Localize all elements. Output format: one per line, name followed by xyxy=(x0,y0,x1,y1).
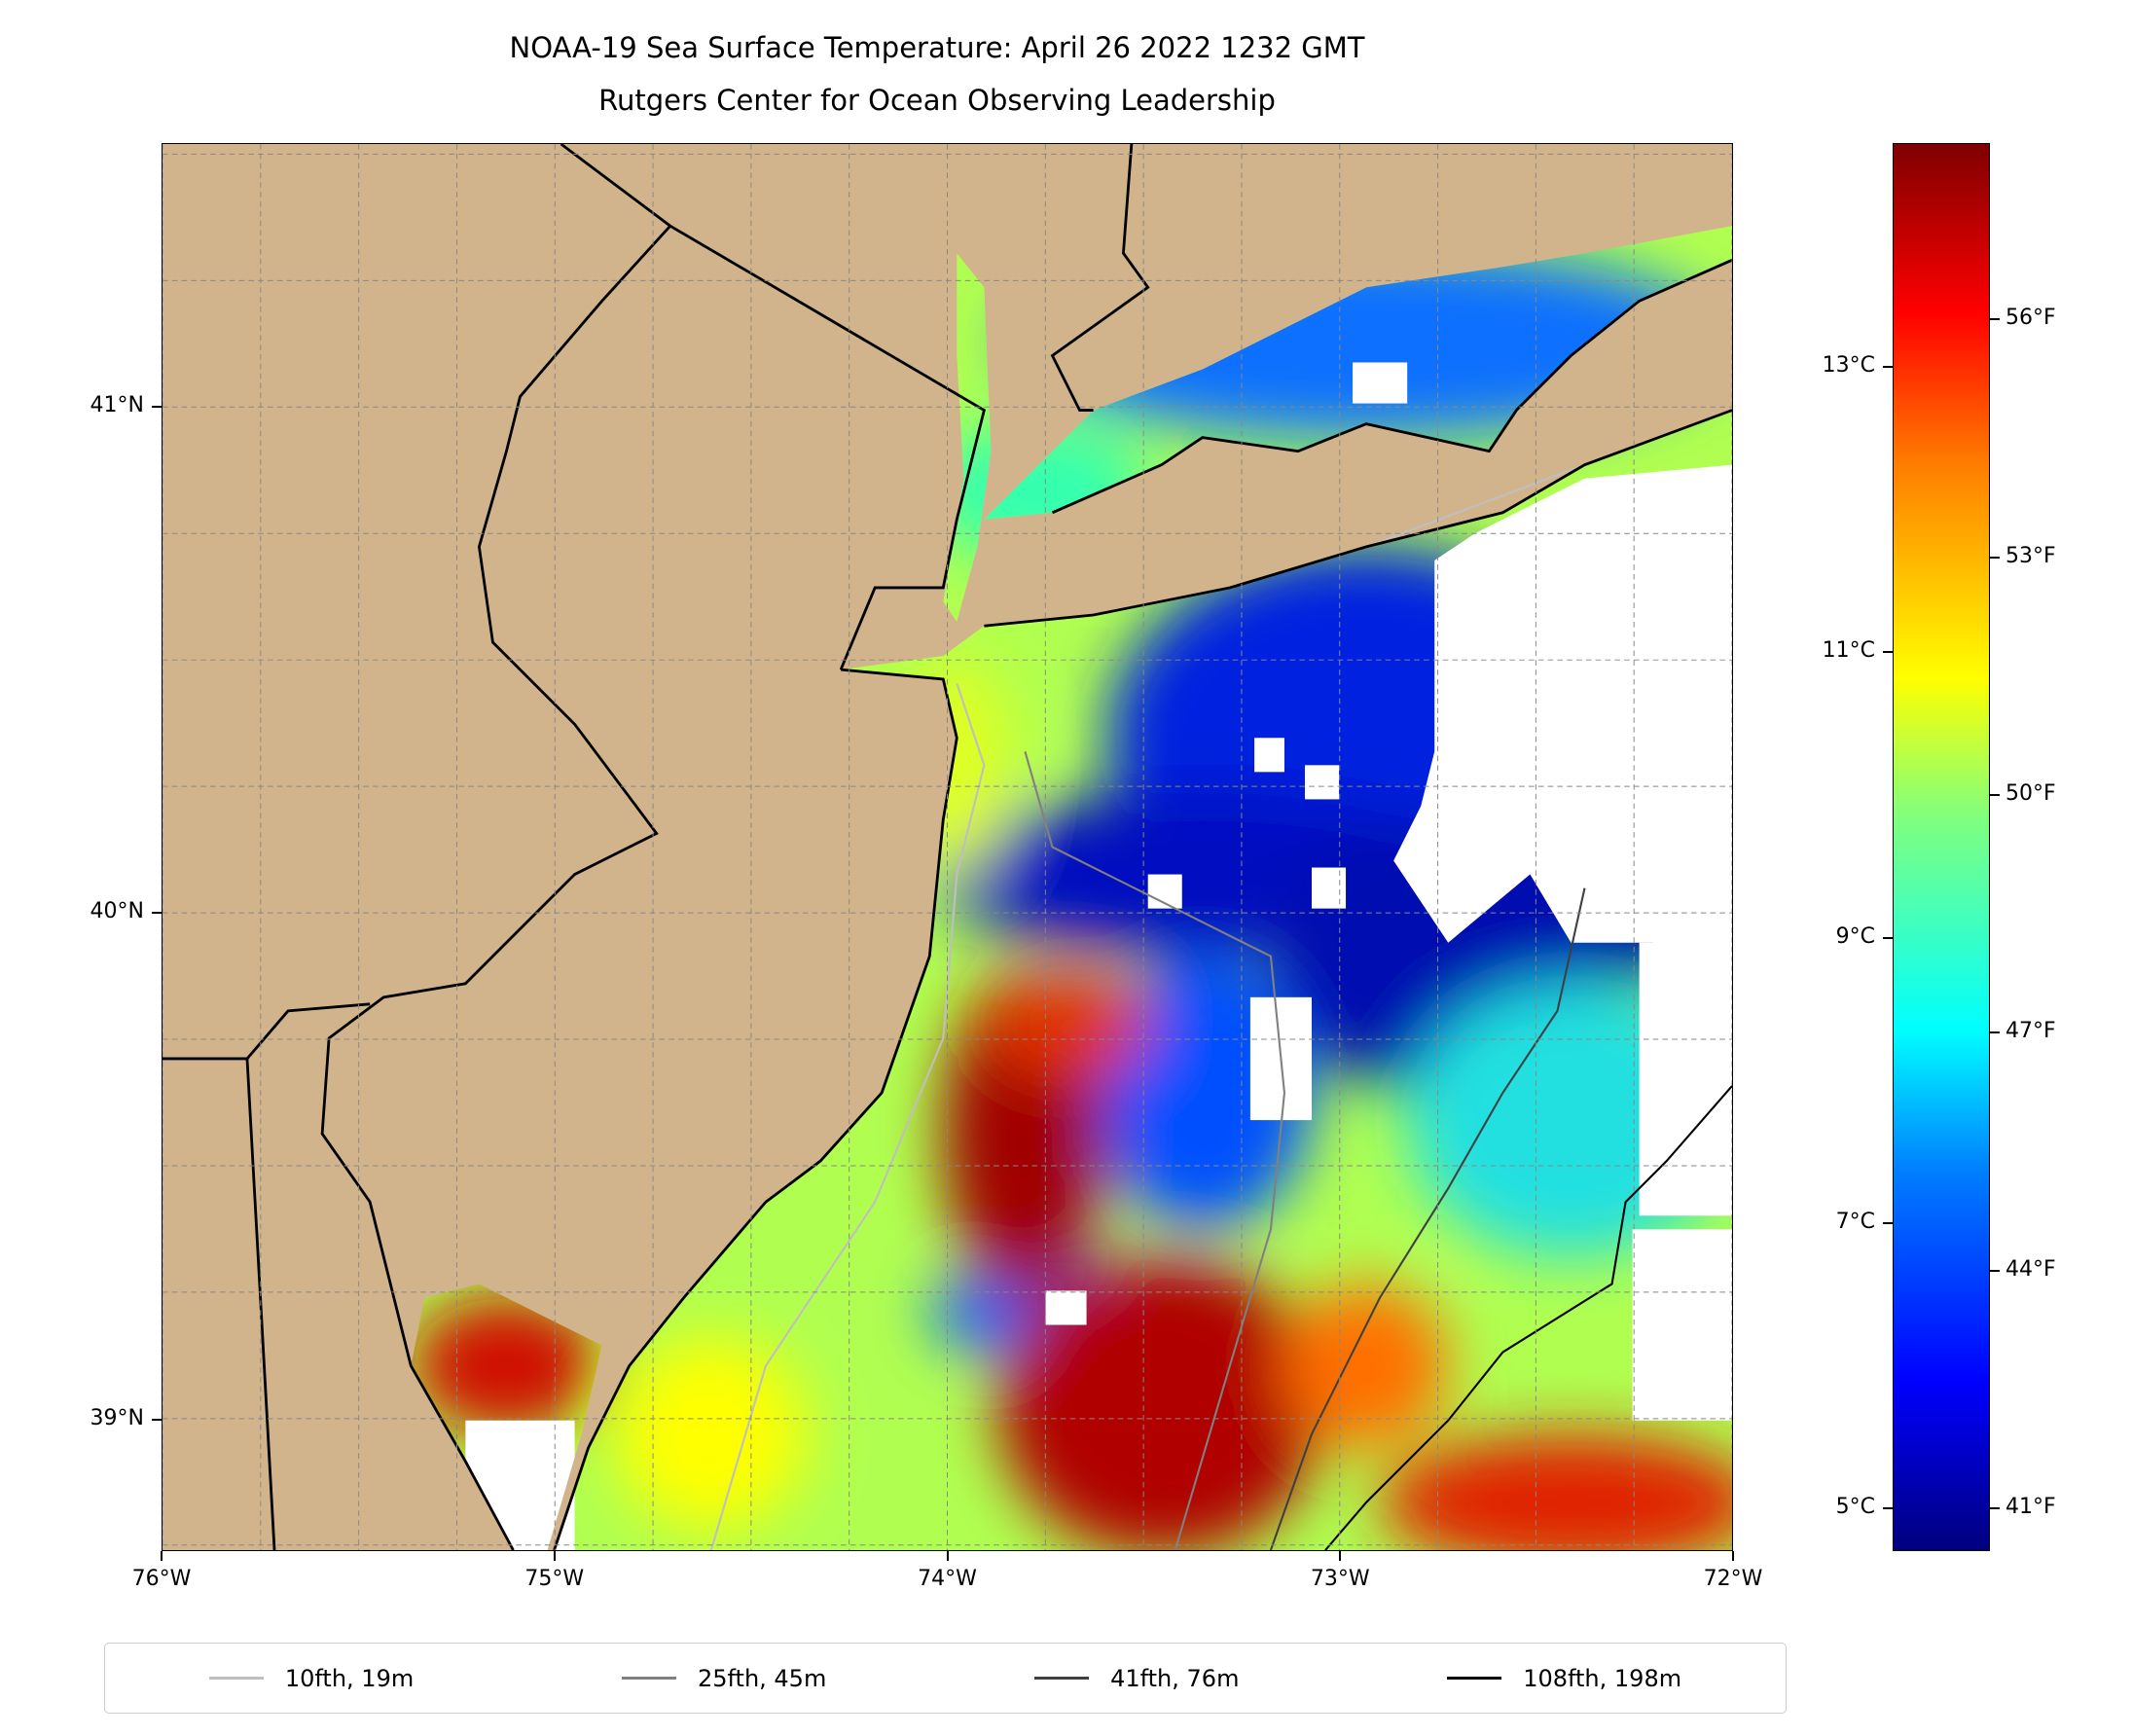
x-tick-mark xyxy=(1339,1551,1342,1561)
colorbar-f-tick xyxy=(1990,556,2000,559)
x-tick-mark xyxy=(946,1551,949,1561)
title-line-1: NOAA-19 Sea Surface Temperature: April 2… xyxy=(509,31,1365,64)
colorbar-c-label: 11°C xyxy=(1822,638,1875,664)
colorbar-f-tick xyxy=(1990,318,2000,321)
colorbar-c-tick xyxy=(1883,651,1893,654)
colorbar-c-label: 5°C xyxy=(1835,1495,1875,1520)
y-tick-label: 40°N xyxy=(90,899,144,924)
x-tick-label: 72°W xyxy=(1703,1567,1763,1591)
x-tick-label: 73°W xyxy=(1310,1567,1370,1591)
legend-label: 10fth, 19m xyxy=(284,1664,415,1692)
x-tick-mark xyxy=(161,1551,163,1561)
x-tick-mark xyxy=(1732,1551,1734,1561)
colorbar-f-label: 41°F xyxy=(2006,1495,2056,1520)
colorbar-f-tick xyxy=(1990,1269,2000,1272)
colorbar-f-tick xyxy=(1990,793,2000,796)
colorbar-c-label: 13°C xyxy=(1822,353,1875,379)
colorbar-c-tick xyxy=(1883,1221,1893,1224)
legend-item: 41fth, 76m xyxy=(1034,1665,1239,1692)
x-tick-mark xyxy=(553,1551,556,1561)
y-tick-label: 39°N xyxy=(90,1405,144,1430)
colorbar-f-tick xyxy=(1990,1031,2000,1034)
y-tick-mark xyxy=(152,405,162,408)
colorbar-c-label: 7°C xyxy=(1835,1209,1875,1234)
x-tick-label: 76°W xyxy=(131,1567,192,1591)
colorbar-f-label: 56°F xyxy=(2006,306,2056,331)
gridlines xyxy=(162,144,1733,1551)
colorbar xyxy=(1893,143,1990,1551)
y-tick-mark xyxy=(152,1418,162,1421)
x-tick-label: 75°W xyxy=(524,1567,585,1591)
legend-label: 25fth, 45m xyxy=(697,1664,827,1692)
legend: 10fth, 19m 25fth, 45m 41fth, 76m 108fth,… xyxy=(104,1643,1787,1714)
legend-label: 41fth, 76m xyxy=(1110,1664,1240,1692)
legend-item: 25fth, 45m xyxy=(621,1664,827,1692)
legend-swatch xyxy=(208,1677,264,1680)
colorbar-f-label: 47°F xyxy=(2006,1019,2056,1044)
colorbar-c-tick xyxy=(1883,1507,1893,1510)
colorbar-f-tick xyxy=(1990,1507,2000,1510)
legend-item: 10fth, 19m xyxy=(208,1664,415,1692)
colorbar-f-label: 44°F xyxy=(2006,1256,2056,1282)
legend-swatch xyxy=(1447,1677,1502,1680)
colorbar-c-tick xyxy=(1883,366,1893,369)
colorbar-f-label: 50°F xyxy=(2006,780,2056,806)
legend-label: 108fth, 198m xyxy=(1523,1664,1682,1692)
title-line-2: Rutgers Center for Ocean Observing Leade… xyxy=(598,84,1276,117)
colorbar-c-tick xyxy=(1883,936,1893,939)
map-svg xyxy=(162,142,1733,1551)
sst-map xyxy=(162,142,1733,1551)
legend-item: 108fth, 198m xyxy=(1447,1665,1681,1692)
x-tick-label: 74°W xyxy=(918,1567,977,1591)
y-tick-label: 41°N xyxy=(90,392,144,417)
colorbar-c-label: 9°C xyxy=(1835,923,1875,949)
legend-swatch xyxy=(1034,1677,1090,1680)
coastlines-borders xyxy=(163,142,1733,1551)
legend-swatch xyxy=(621,1677,676,1680)
colorbar-f-label: 53°F xyxy=(2006,543,2056,568)
cloud-mask xyxy=(465,362,1732,1550)
y-tick-mark xyxy=(152,912,162,915)
